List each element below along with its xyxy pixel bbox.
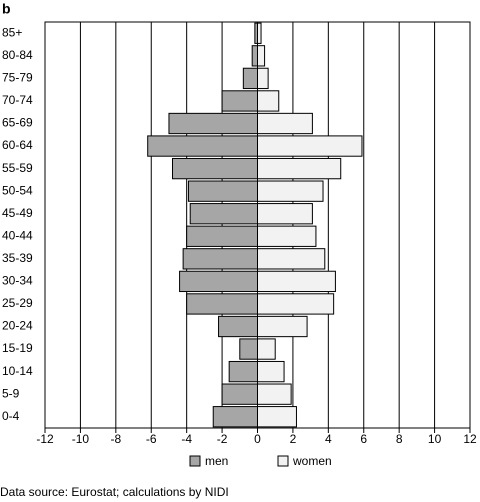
bar	[258, 226, 316, 246]
bar	[258, 249, 325, 269]
y-tick-label: 50-54	[2, 183, 33, 197]
bar	[173, 158, 258, 178]
x-tick-label: -2	[217, 432, 228, 446]
bar	[243, 68, 257, 88]
x-tick-label: 12	[463, 432, 477, 446]
bar	[252, 46, 257, 66]
bar	[180, 271, 258, 291]
bar	[187, 294, 258, 314]
bar	[258, 204, 313, 224]
y-tick-label: 65-69	[2, 116, 33, 130]
bar	[169, 113, 258, 133]
bar	[187, 226, 258, 246]
bar	[222, 384, 257, 404]
x-tick-label: 6	[360, 432, 367, 446]
x-tick-label: -4	[181, 432, 192, 446]
x-tick-label: -8	[110, 432, 121, 446]
y-tick-label: 25-29	[2, 296, 33, 310]
source-note: Data source: Eurostat; calculations by N…	[0, 485, 229, 499]
y-tick-label: 35-39	[2, 251, 33, 265]
bar	[188, 181, 257, 201]
bar	[183, 249, 257, 269]
y-tick-label: 0-4	[2, 409, 20, 423]
bar	[258, 384, 292, 404]
bar	[219, 316, 258, 336]
legend-label: men	[205, 454, 228, 468]
y-tick-label: 45-49	[2, 206, 33, 220]
y-tick-label: 60-64	[2, 138, 33, 152]
y-tick-label: 75-79	[2, 71, 33, 85]
y-tick-label: 20-24	[2, 319, 33, 333]
panel-label: b	[2, 1, 11, 17]
bar	[148, 136, 258, 156]
x-tick-label: 10	[428, 432, 442, 446]
x-tick-label: 4	[325, 432, 332, 446]
y-tick-label: 55-59	[2, 161, 33, 175]
x-tick-label: 2	[290, 432, 297, 446]
bar	[258, 271, 336, 291]
bar	[258, 113, 313, 133]
y-tick-label: 15-19	[2, 341, 33, 355]
y-tick-label: 80-84	[2, 48, 33, 62]
bar	[258, 181, 324, 201]
y-tick-label: 5-9	[2, 386, 20, 400]
legend-label: women	[292, 454, 332, 468]
bar	[240, 339, 258, 359]
bar	[258, 158, 341, 178]
bar	[258, 23, 262, 43]
bar	[258, 68, 269, 88]
y-tick-label: 85+	[2, 25, 22, 39]
bar	[222, 91, 257, 111]
x-tick-label: -6	[146, 432, 157, 446]
bar	[258, 294, 334, 314]
bar	[258, 91, 279, 111]
x-tick-label: 8	[396, 432, 403, 446]
y-tick-label: 40-44	[2, 228, 33, 242]
y-tick-label: 10-14	[2, 364, 33, 378]
bar	[258, 339, 276, 359]
legend-swatch	[190, 456, 200, 466]
legend-swatch	[278, 456, 288, 466]
bar	[258, 136, 362, 156]
x-tick-label: 0	[254, 432, 261, 446]
y-tick-label: 30-34	[2, 274, 33, 288]
bar	[190, 204, 257, 224]
y-tick-label: 70-74	[2, 93, 33, 107]
x-tick-label: -10	[72, 432, 90, 446]
bar	[213, 407, 257, 427]
bar	[229, 361, 257, 381]
bar	[258, 361, 285, 381]
bar	[258, 407, 297, 427]
bar	[258, 46, 265, 66]
x-tick-label: -12	[36, 432, 54, 446]
bar	[258, 316, 308, 336]
